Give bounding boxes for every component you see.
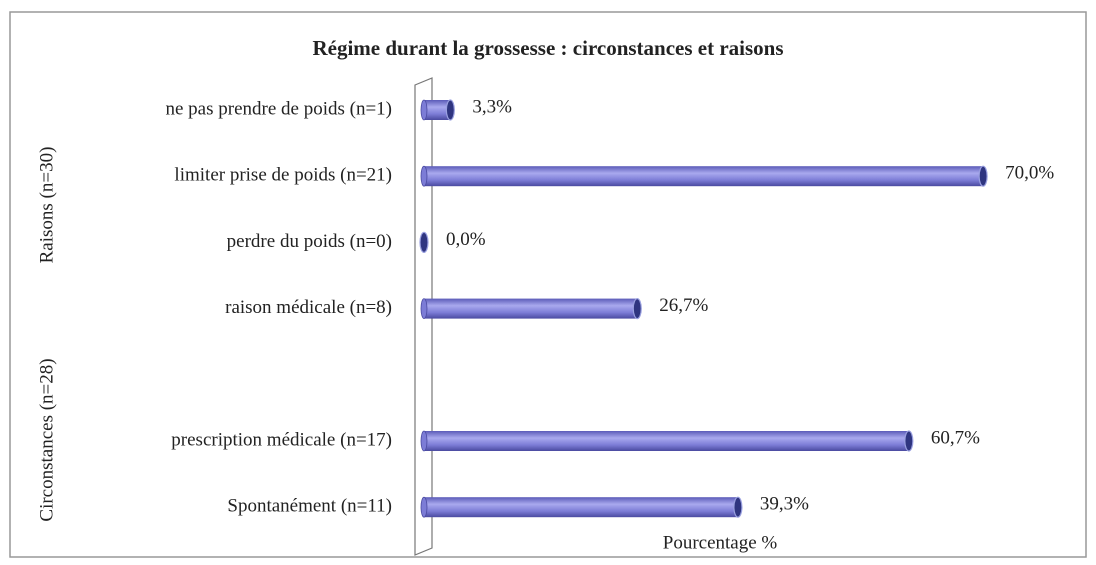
bar-end-cap <box>733 496 743 518</box>
bar-base-cap <box>420 99 428 121</box>
value-label: 3,3% <box>472 96 512 117</box>
value-label: 0,0% <box>446 229 486 250</box>
bar-end-cap <box>978 165 988 187</box>
bar-body <box>424 497 738 518</box>
bar-base-cap <box>420 165 428 187</box>
y-tick-label: Spontanément (n=11) <box>227 496 392 517</box>
bar-body <box>424 431 909 451</box>
bar <box>420 165 988 187</box>
bar-end-cap <box>419 231 429 253</box>
bar-base-cap <box>420 430 428 452</box>
bar-end-cap <box>445 99 455 121</box>
bar-body <box>424 166 984 187</box>
group-label: Raisons (n=30) <box>36 147 57 264</box>
value-label: 70,0% <box>1005 163 1054 184</box>
axis-wall <box>414 77 433 556</box>
bar-base-cap <box>420 496 428 518</box>
bar <box>420 496 743 518</box>
chart-border <box>9 11 1087 558</box>
y-tick-label: perdre du poids (n=0) <box>227 231 392 252</box>
value-label: 39,3% <box>760 494 809 515</box>
bar-body <box>424 100 451 120</box>
bar-end-cap <box>632 298 642 320</box>
bar <box>419 231 429 253</box>
bar <box>420 430 914 452</box>
value-label: 26,7% <box>659 295 708 316</box>
chart-title: Régime durant la grossesse : circonstanc… <box>312 36 783 60</box>
x-axis-label: Pourcentage % <box>663 532 778 553</box>
bar <box>420 99 455 121</box>
group-label: Circonstances (n=28) <box>36 358 57 521</box>
bar-end-cap <box>904 430 914 452</box>
bar-base-cap <box>420 298 428 320</box>
value-label: 60,7% <box>931 427 980 448</box>
y-tick-label: raison médicale (n=8) <box>225 297 392 318</box>
y-tick-label: limiter prise de poids (n=21) <box>174 165 392 186</box>
bar-body <box>424 298 638 319</box>
y-tick-label: prescription médicale (n=17) <box>171 429 392 450</box>
y-tick-label: ne pas prendre de poids (n=1) <box>165 98 392 119</box>
bar <box>420 298 642 320</box>
